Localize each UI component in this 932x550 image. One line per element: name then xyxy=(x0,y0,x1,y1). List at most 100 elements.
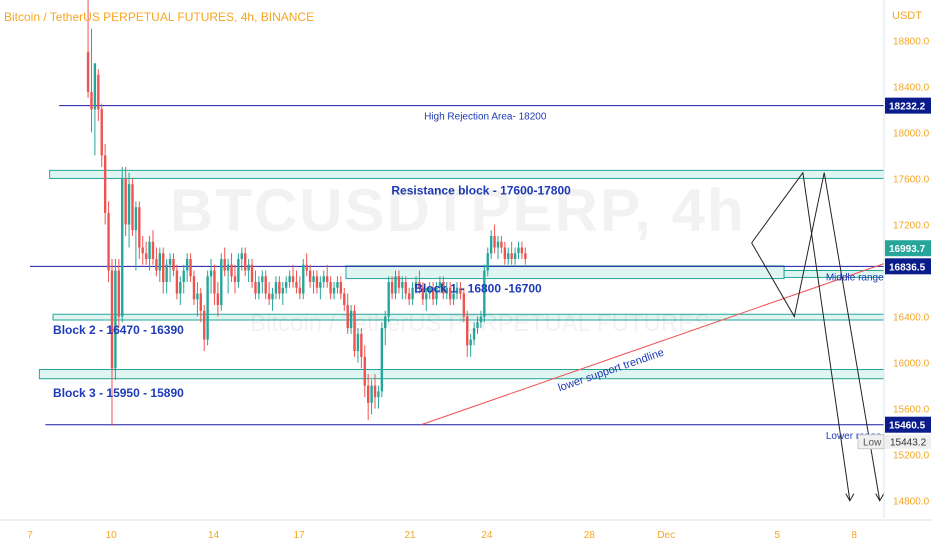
candle-body xyxy=(472,328,476,340)
candle-body xyxy=(117,270,121,317)
candle-body xyxy=(261,276,264,283)
candle-body xyxy=(390,282,394,294)
candle-body xyxy=(281,287,284,294)
candle-body xyxy=(329,282,332,294)
candle-body xyxy=(373,385,377,398)
price-tag-label: 15460.5 xyxy=(889,421,926,432)
zone-label: Resistance block - 17600-17800 xyxy=(391,184,571,198)
candle-body xyxy=(401,282,404,288)
candle-body xyxy=(175,270,179,294)
candle-body xyxy=(295,282,298,288)
candle-body xyxy=(349,310,353,329)
x-tick-label: 28 xyxy=(584,530,596,541)
price-tag-label: 18232.2 xyxy=(889,102,926,113)
candle-body xyxy=(141,247,144,254)
candle-body xyxy=(411,287,414,300)
candle-body xyxy=(489,235,493,254)
projection-arrowhead xyxy=(875,493,885,502)
price-tag-label: 16993.7 xyxy=(889,244,926,255)
candle-body xyxy=(483,270,486,317)
candle-body xyxy=(271,293,274,300)
low-marker-box xyxy=(857,434,885,450)
candle-body xyxy=(93,63,97,110)
level-label: High Rejection Area- 18200 xyxy=(424,112,547,123)
candle-body xyxy=(339,282,343,294)
projection-path xyxy=(751,172,825,318)
candle-body xyxy=(356,333,360,352)
y-tick-label: 17600.0 xyxy=(893,174,930,185)
candle-body xyxy=(185,259,189,271)
candle-body xyxy=(435,287,438,300)
candle-body xyxy=(264,276,267,294)
candle-body xyxy=(285,282,288,288)
candle-body xyxy=(513,253,517,259)
candle-body xyxy=(240,253,243,259)
candle-body xyxy=(107,212,110,271)
candle-body xyxy=(223,259,226,271)
candle-body xyxy=(414,282,418,288)
x-tick-label: 14 xyxy=(208,530,220,541)
y-tick-label: 18800.0 xyxy=(893,36,930,47)
candle-body xyxy=(319,282,322,288)
candle-body xyxy=(162,253,165,283)
candle-body xyxy=(155,259,158,271)
candle-body xyxy=(520,247,524,254)
candle-body xyxy=(346,305,349,329)
candle-body xyxy=(199,293,202,311)
candle-body xyxy=(220,259,223,306)
candle-body xyxy=(226,264,230,271)
price-tag-label: 16836.5 xyxy=(889,262,926,273)
candle-body xyxy=(322,276,325,283)
candle-body xyxy=(466,316,469,346)
candle-body xyxy=(510,253,513,259)
symbol-watermark: BTCUSDTPERP, 4h xyxy=(170,177,746,244)
candle-body xyxy=(462,293,466,317)
candle-body xyxy=(230,264,233,277)
candle-body xyxy=(233,276,237,283)
support-trendline xyxy=(420,263,885,426)
level-label: Lower range xyxy=(826,431,882,442)
x-tick-label: 24 xyxy=(481,530,493,541)
candle-body xyxy=(377,391,380,398)
candle-body xyxy=(124,178,127,225)
candle-body xyxy=(254,282,257,294)
candle-body xyxy=(308,270,312,283)
candle-body xyxy=(370,385,373,403)
zone-rect xyxy=(38,369,885,380)
candle-body xyxy=(431,287,435,300)
x-tick-label: 10 xyxy=(106,530,118,541)
candle-body xyxy=(192,276,196,300)
zone-label: Block 3 - 15950 - 15890 xyxy=(53,386,184,400)
candle-body xyxy=(206,276,209,340)
low-marker-label: Low xyxy=(863,438,882,449)
symbol-watermark-sub: Bitcoin / TetherUS PERPETUAL FUTURES xyxy=(250,310,711,337)
x-tick-label: Dec xyxy=(657,530,675,541)
candle-body xyxy=(121,178,124,317)
x-tick-label: 21 xyxy=(404,530,416,541)
x-tick-label: 5 xyxy=(774,530,780,541)
candle-body xyxy=(380,328,384,392)
projection-path xyxy=(751,171,851,501)
x-tick-label: 8 xyxy=(851,530,857,541)
price-tag-box xyxy=(885,416,931,433)
candle-body xyxy=(196,293,199,300)
candle-body xyxy=(165,264,168,283)
candle-body xyxy=(97,74,100,110)
candle-body xyxy=(148,241,151,259)
candle-body xyxy=(288,276,291,283)
y-tick-label: 15600.0 xyxy=(893,405,930,416)
candle-body xyxy=(114,270,117,369)
y-tick-label: 18000.0 xyxy=(893,128,930,139)
zone-label: Block 2 - 16470 - 16390 xyxy=(53,323,184,337)
price-tag-box xyxy=(885,97,931,114)
candle-body xyxy=(103,155,107,213)
price-tag-box xyxy=(885,240,931,257)
candle-body xyxy=(325,276,329,283)
candle-body xyxy=(524,253,527,259)
candle-body xyxy=(479,316,483,323)
candle-body xyxy=(421,287,425,300)
candle-body xyxy=(445,287,448,294)
candle-body xyxy=(360,333,363,357)
candle-body xyxy=(158,253,162,271)
